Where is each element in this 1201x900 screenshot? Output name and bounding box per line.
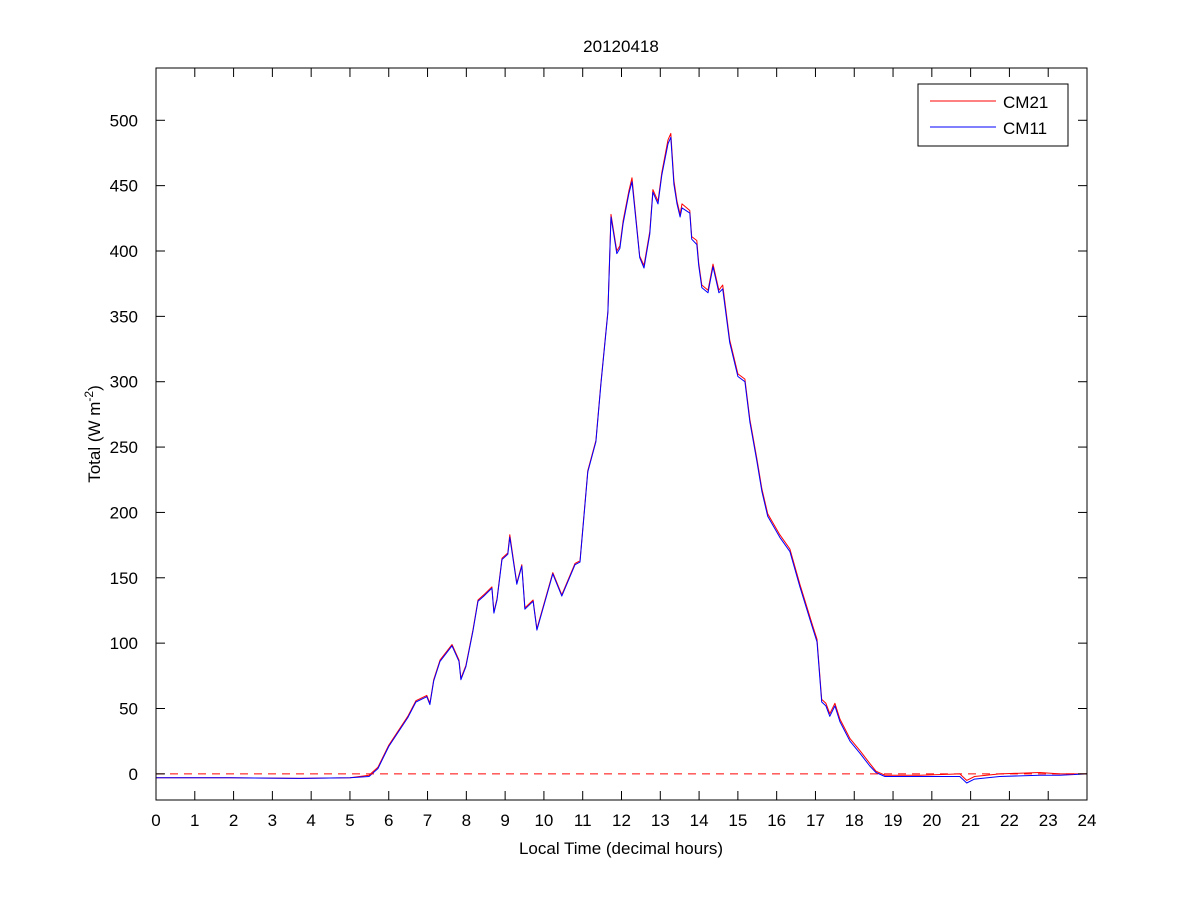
y-tick-label: 350 (110, 307, 138, 326)
y-tick-label: 200 (110, 503, 138, 522)
x-tick-label: 16 (767, 811, 786, 830)
x-tick-label: 20 (922, 811, 941, 830)
y-axis-label: Total (W m-2) (82, 385, 104, 483)
y-tick-label: 0 (129, 765, 138, 784)
y-axis-label-main: Total (W m (85, 402, 104, 483)
y-tick-label: 450 (110, 177, 138, 196)
x-tick-label: 0 (151, 811, 160, 830)
y-tick-label: 500 (110, 111, 138, 130)
series-layer (156, 132, 1088, 784)
y-tick-label: 250 (110, 438, 138, 457)
x-tick-label: 24 (1078, 811, 1097, 830)
y-tick-label: 400 (110, 242, 138, 261)
legend-label-cm11: CM11 (1003, 119, 1047, 138)
x-tick-label: 1 (190, 811, 199, 830)
y-axis-label-end: ) (85, 385, 104, 391)
x-tick-label: 2 (229, 811, 238, 830)
x-tick-label: 14 (690, 811, 709, 830)
series-line-cm11 (156, 136, 1088, 784)
x-tick-label: 13 (651, 811, 670, 830)
x-tick-label: 11 (574, 811, 592, 830)
legend-box (917, 83, 1069, 147)
x-tick-label: 19 (884, 811, 903, 830)
x-tick-label: 6 (384, 811, 393, 830)
legend-label-cm21: CM21 (1003, 93, 1048, 112)
x-tick-label: 17 (806, 811, 825, 830)
y-tick-label: 300 (110, 373, 138, 392)
x-tick-label: 9 (500, 811, 509, 830)
y-tick-label: 100 (110, 634, 138, 653)
x-tick-label: 12 (612, 811, 631, 830)
x-tick-label: 7 (423, 811, 432, 830)
x-tick-label: 4 (306, 811, 315, 830)
x-tick-label: 5 (345, 811, 354, 830)
x-tick-label: 22 (1000, 811, 1019, 830)
x-tick-label: 21 (961, 811, 980, 830)
y-axis-label-exponent: -2 (82, 391, 96, 402)
legend: CM21 CM11 (917, 83, 1069, 147)
x-tick-label: 15 (728, 811, 747, 830)
x-tick-label: 8 (462, 811, 471, 830)
x-tick-label: 3 (268, 811, 277, 830)
x-tick-label: 23 (1039, 811, 1058, 830)
plot-area (156, 68, 1087, 800)
chart-title: 20120418 (583, 37, 659, 56)
ticks-layer: 0 1 2 3 4 5 6 7 8 9 10 11 12 13 14 15 16 17 18 19 20 21 22 23 24… (110, 68, 1097, 830)
y-tick-label: 50 (119, 700, 138, 719)
x-tick-label: 10 (534, 811, 553, 830)
x-axis-label: Local Time (decimal hours) (519, 839, 723, 858)
y-tick-label: 150 (110, 569, 138, 588)
x-tick-label: 18 (845, 811, 864, 830)
